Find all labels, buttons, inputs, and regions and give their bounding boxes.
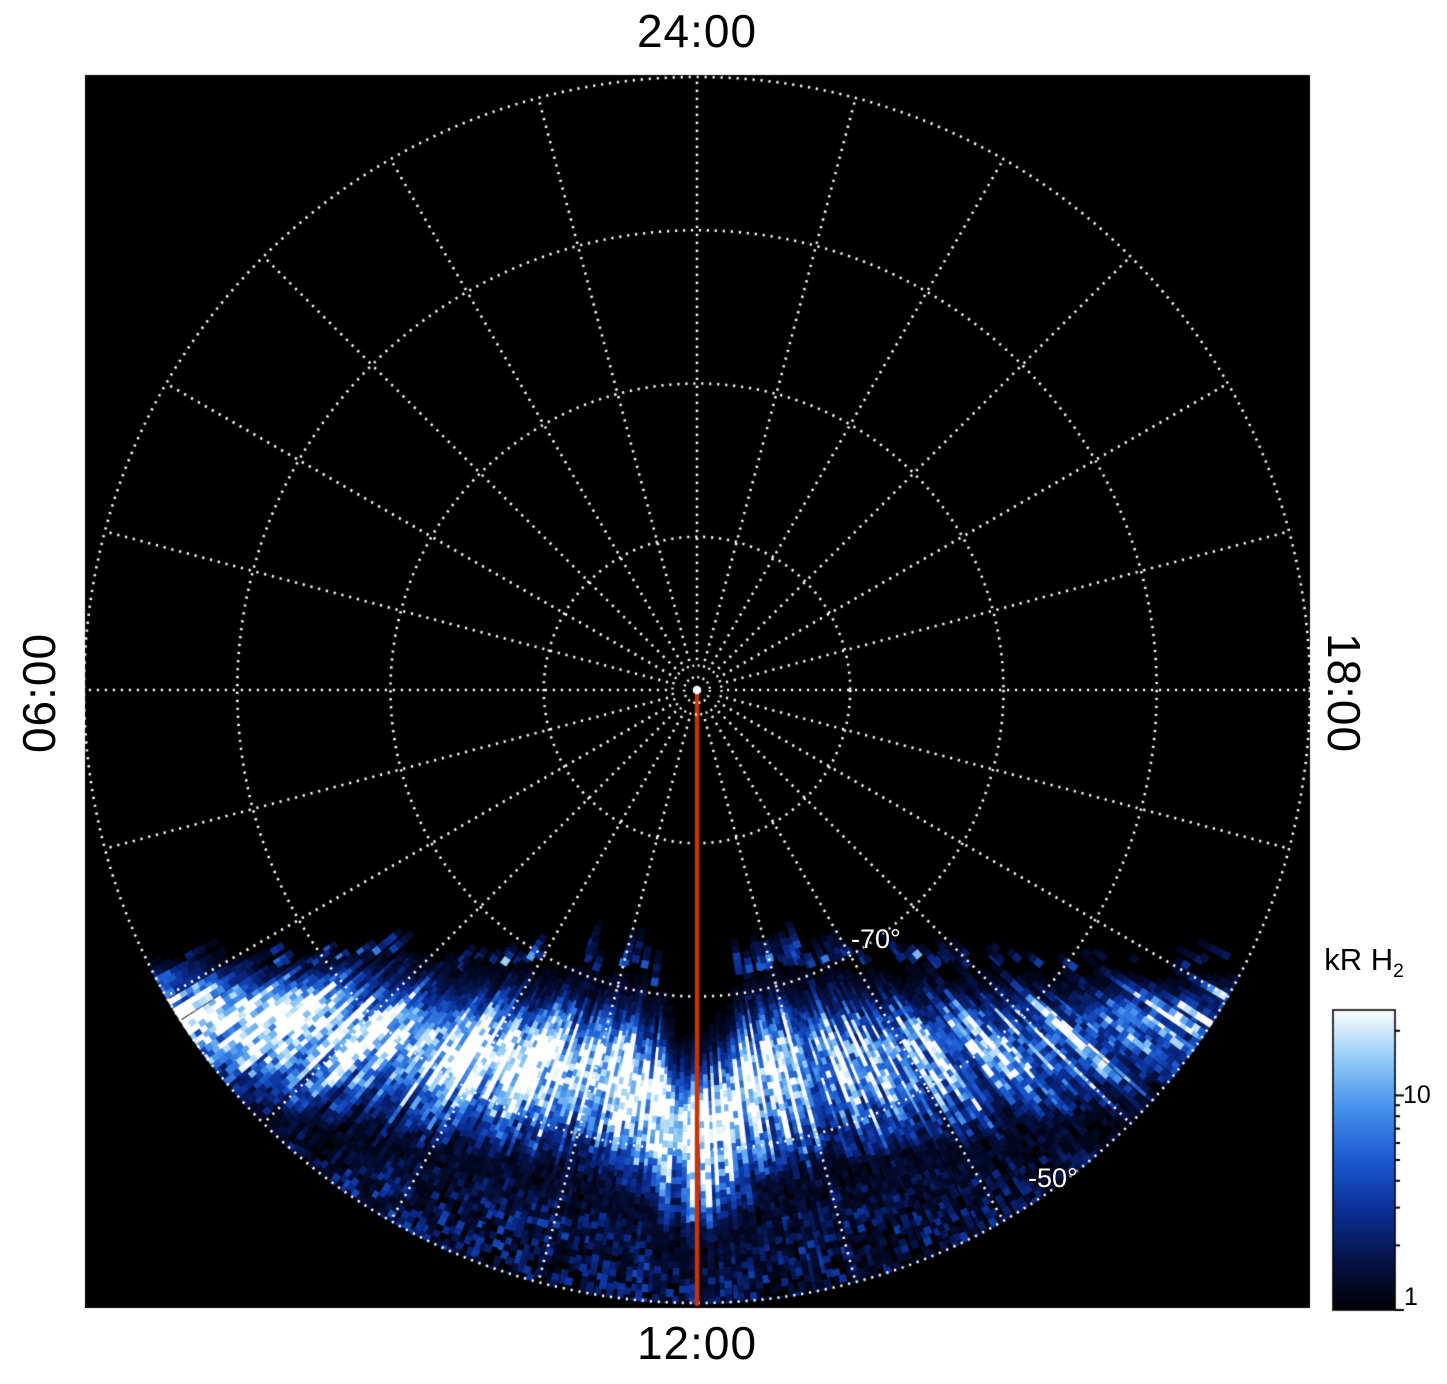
- colorbar-title-main: kR H: [1324, 942, 1394, 977]
- local-time-label-0600: 06:00: [13, 632, 65, 754]
- local-time-label-1800: 18:00: [1318, 632, 1370, 754]
- colorbar-title: kR H2: [1316, 942, 1412, 983]
- latitude-label-minus70: -70°: [851, 924, 901, 954]
- latitude-label-minus50: -50°: [1028, 1163, 1078, 1193]
- colorbar-tick-label-10: 10: [1403, 1081, 1431, 1109]
- local-time-label-1200: 12:00: [636, 1317, 758, 1369]
- colorbar-tick-label-1: 1: [1404, 1283, 1418, 1311]
- local-time-label-2400: 24:00: [636, 5, 758, 57]
- colorbar-title-subscript: 2: [1393, 961, 1404, 983]
